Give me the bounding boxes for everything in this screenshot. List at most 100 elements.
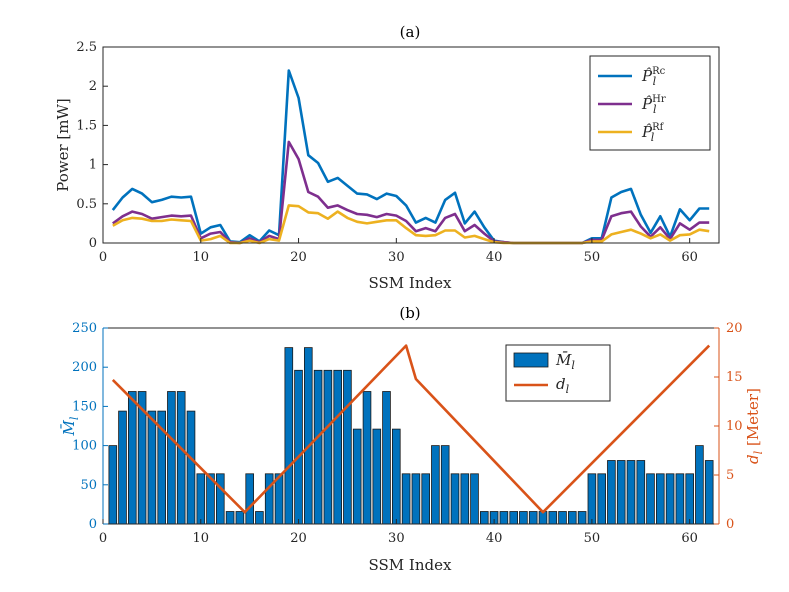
bar xyxy=(577,511,587,525)
y-tick-label: 2.5 xyxy=(76,40,97,55)
bar xyxy=(303,347,313,525)
y-left-tick-label: 100 xyxy=(72,439,97,454)
x-tick-label: 50 xyxy=(584,250,601,265)
series-line-rc xyxy=(111,69,710,245)
bar xyxy=(695,445,704,525)
panel-b-legend: M̄ldl xyxy=(505,344,611,402)
bar xyxy=(372,428,382,525)
panel-a-ylabel: Power [mW] xyxy=(54,98,72,192)
legend-label-distance-sub: l xyxy=(566,383,570,396)
bar xyxy=(108,445,118,525)
bar xyxy=(431,445,440,525)
legend-label-rc-sup: Rc xyxy=(652,66,666,77)
panel-a-title: (a) xyxy=(400,23,421,41)
bar xyxy=(499,511,509,525)
series-line-hr xyxy=(112,140,710,245)
legend-label-distance-base: d xyxy=(556,375,566,393)
legend-label-rc: P̂Rc l xyxy=(641,66,666,88)
x-tick-label: 60 xyxy=(681,531,698,546)
legend-label-rf-sup: Rf xyxy=(652,122,665,133)
bar xyxy=(470,473,479,525)
x-tick-label: 40 xyxy=(486,250,503,265)
legend-label-rc-base: P̂ xyxy=(641,67,653,85)
bar xyxy=(333,369,342,525)
x-tick-label: 20 xyxy=(290,531,307,546)
bar xyxy=(528,511,538,525)
bar xyxy=(323,369,333,525)
bar xyxy=(186,410,196,525)
x-tick-label: 10 xyxy=(193,531,210,546)
bar xyxy=(685,473,694,525)
bar xyxy=(225,511,235,525)
x-tick-label: 0 xyxy=(99,531,107,546)
panel-a-xlabel: SSM Index xyxy=(369,274,452,292)
bar xyxy=(597,473,606,525)
y-right-tick-label: 20 xyxy=(726,321,743,336)
bar xyxy=(509,511,518,525)
bar xyxy=(568,511,577,525)
bar xyxy=(548,511,558,525)
y-tick-label: 1 xyxy=(89,158,97,173)
y-tick-label: 0 xyxy=(89,236,97,251)
bar xyxy=(284,347,294,525)
bar xyxy=(440,445,450,525)
bar xyxy=(460,473,470,525)
bar xyxy=(147,410,157,525)
bar xyxy=(675,473,685,525)
legend-swatch-bars xyxy=(513,352,549,368)
ylabel-right-base: d xyxy=(744,454,762,464)
legend-label-rc-sub: l xyxy=(653,75,657,88)
x-tick-label: 40 xyxy=(486,531,503,546)
y-right-tick-label: 5 xyxy=(726,468,734,483)
x-tick-label: 30 xyxy=(388,250,405,265)
bar xyxy=(313,369,323,525)
legend-label-rf: P̂Rf l xyxy=(641,122,665,144)
bar xyxy=(294,369,303,525)
panel-a-frame xyxy=(102,46,720,244)
bar xyxy=(176,391,186,525)
ylabel-left-base: M̄ xyxy=(60,419,78,436)
bar xyxy=(343,369,352,525)
bar xyxy=(196,473,206,525)
bar xyxy=(127,391,137,525)
panel-b-xlabel: SSM Index xyxy=(369,556,452,574)
ylabel-right-sub: l xyxy=(752,450,765,454)
legend-label-hr-sup: Hr xyxy=(652,94,666,105)
bar xyxy=(587,473,597,525)
bar xyxy=(382,391,391,525)
x-tick-label: 50 xyxy=(584,531,601,546)
bar xyxy=(607,460,616,525)
panel-a-legend: P̂Rc l P̂ Hr l P̂Rf l xyxy=(589,55,711,151)
y-right-tick-label: 15 xyxy=(726,370,743,385)
legend-label-bars-sub: l xyxy=(571,359,575,372)
x-tick-label: 0 xyxy=(99,250,107,265)
y-right-tick-label: 0 xyxy=(726,517,734,532)
bar xyxy=(479,511,489,525)
x-tick-label: 60 xyxy=(681,250,698,265)
x-tick-label: 20 xyxy=(290,250,307,265)
series-line-rf xyxy=(112,204,710,245)
bar xyxy=(245,473,255,525)
x-tick-label: 30 xyxy=(388,531,405,546)
legend-label-bars: M̄l xyxy=(555,351,575,372)
bar xyxy=(391,428,401,525)
bar xyxy=(401,473,411,525)
panel-b: (b) 0 10 20 30 40 50 60 0 50 100 150 200 250 0 5 10 15 20… xyxy=(60,304,765,574)
bar xyxy=(352,428,362,525)
bar xyxy=(421,473,430,525)
y-left-tick-label: 50 xyxy=(80,478,97,493)
bar xyxy=(636,460,646,525)
y-left-tick-label: 0 xyxy=(89,517,97,532)
x-tick-label: 10 xyxy=(193,250,210,265)
bar xyxy=(167,391,176,525)
legend-label-bars-base: M̄ xyxy=(555,351,572,369)
bar xyxy=(646,473,655,525)
y-tick-label: 2 xyxy=(89,79,97,94)
bar xyxy=(255,511,264,525)
bar xyxy=(264,473,274,525)
panel-b-title: (b) xyxy=(399,304,420,322)
bar xyxy=(616,460,626,525)
bar xyxy=(411,473,421,525)
bar xyxy=(665,473,675,525)
